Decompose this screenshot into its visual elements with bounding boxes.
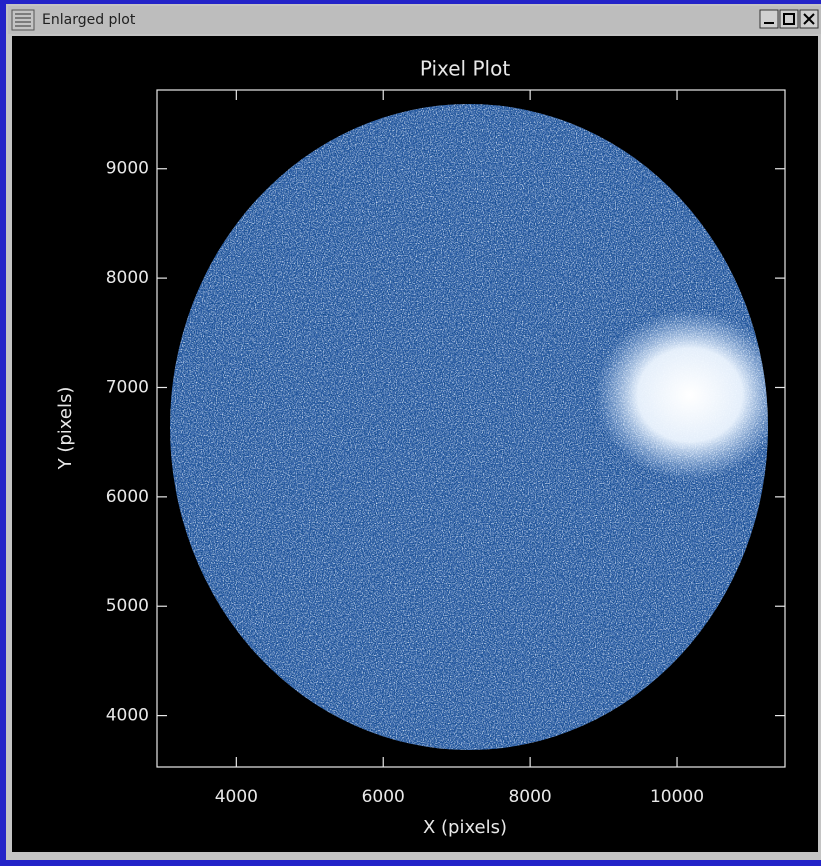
page: Enlarged plot Pixel Plot X (pixels) Y (p… <box>0 0 821 866</box>
y-tick-label: 6000 <box>106 487 149 507</box>
window-buttons[interactable] <box>760 10 818 28</box>
y-axis-label: Y (pixels) <box>55 387 76 471</box>
y-tick-label: 8000 <box>106 268 149 288</box>
y-tick-label: 9000 <box>106 159 149 179</box>
y-tick-label: 7000 <box>106 377 149 397</box>
x-tick-label: 4000 <box>215 787 258 807</box>
screen: Enlarged plot Pixel Plot X (pixels) Y (p… <box>0 0 821 866</box>
y-tick-label: 5000 <box>106 596 149 616</box>
window-title: Enlarged plot <box>42 12 136 28</box>
y-tick-label: 4000 <box>106 706 149 726</box>
window-menu-icon[interactable] <box>12 10 34 30</box>
x-axis-label: X (pixels) <box>423 817 507 838</box>
x-tick-label: 6000 <box>362 787 405 807</box>
x-tick-label: 10000 <box>650 787 704 807</box>
x-tick-label: 8000 <box>508 787 551 807</box>
chart-title: Pixel Plot <box>420 57 510 81</box>
